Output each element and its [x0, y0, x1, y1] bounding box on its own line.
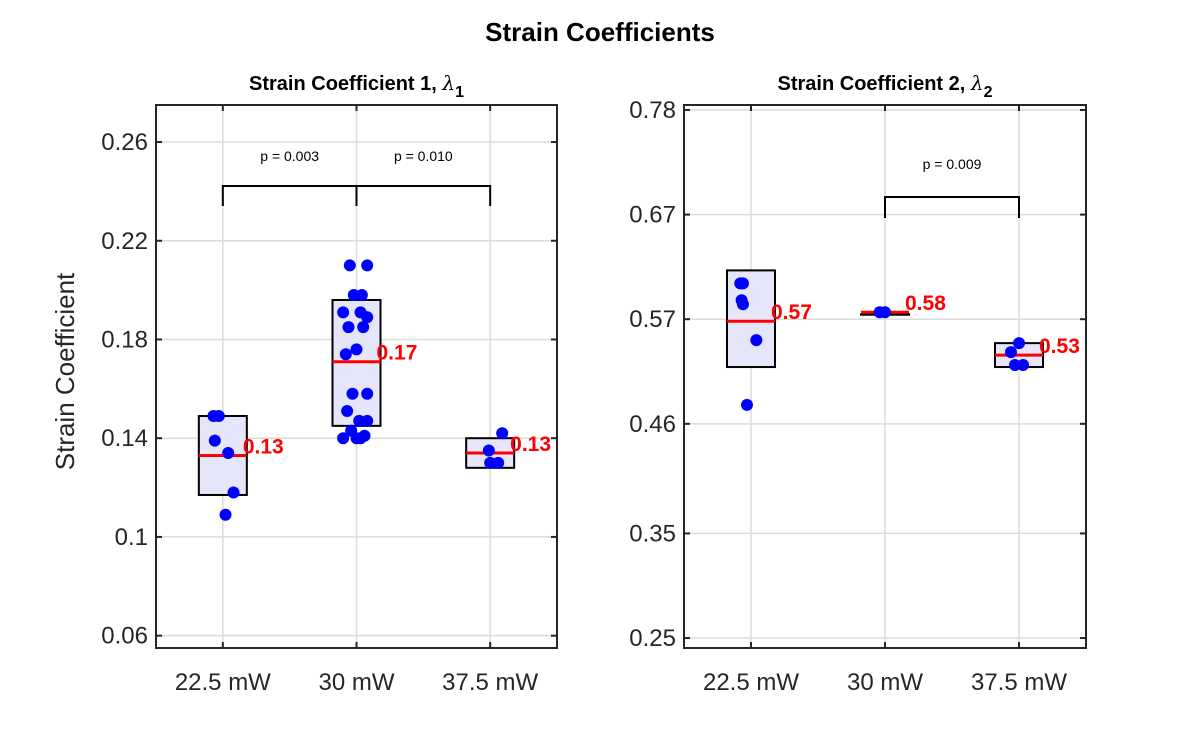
data-point: [1017, 359, 1030, 372]
lambda-subscript: 1: [455, 84, 464, 101]
subplot-title-text: Strain Coefficient 2,: [778, 73, 971, 95]
data-point: [361, 414, 374, 427]
data-point: [346, 387, 359, 400]
x-tick-label: 30 mW: [847, 669, 923, 696]
x-tick-label: 30 mW: [318, 669, 394, 696]
p-value-label: p = 0.010: [394, 148, 453, 164]
data-point: [343, 259, 356, 272]
data-point: [361, 259, 374, 272]
y-tick-label: 0.22: [101, 228, 148, 255]
data-point: [496, 427, 509, 440]
figure-title: Strain Coefficients: [485, 17, 715, 47]
data-point: [227, 486, 240, 499]
data-point: [212, 409, 225, 422]
median-label-1: 0.57: [771, 301, 812, 324]
y-tick-label: 0.46: [629, 411, 676, 438]
y-tick-label: 0.57: [629, 306, 676, 333]
data-point: [208, 434, 221, 447]
subplot-2: 0.57 0.58 0.53 p = 0.009 0.25 0.35 0.46 0.57 0.6…: [629, 71, 1087, 696]
data-point: [222, 447, 235, 460]
significance-bracket: [884, 196, 1020, 218]
data-point: [350, 343, 363, 356]
subplot-title: Strain Coefficient 2, λ2: [778, 71, 993, 101]
y-tick-label: 0.14: [101, 425, 148, 452]
y-tick-label: 0.1: [115, 524, 148, 551]
y-axis-label: Strain Coefficient: [50, 272, 80, 470]
data-point: [736, 277, 749, 290]
data-point: [341, 405, 354, 418]
median-label-3: 0.13: [510, 433, 551, 456]
median-label-1: 0.13: [243, 435, 284, 458]
p-value-label: p = 0.003: [260, 148, 319, 164]
lambda-symbol: λ: [441, 71, 455, 95]
y-tick-label: 0.25: [629, 625, 676, 652]
data-point: [740, 398, 753, 411]
data-point: [1013, 337, 1025, 350]
y-tick-label: 0.35: [629, 520, 676, 547]
x-tick-label: 37.5 mW: [971, 669, 1067, 696]
significance-bracket: [355, 185, 492, 206]
lambda-symbol: λ: [970, 71, 984, 95]
data-point: [219, 508, 232, 521]
y-tick-label: 0.18: [101, 326, 148, 353]
subplot-title: Strain Coefficient 1, λ1: [249, 71, 464, 101]
box-1: [726, 269, 776, 369]
data-point: [1004, 346, 1017, 359]
median-label-2: 0.58: [905, 292, 946, 315]
data-point: [337, 432, 350, 445]
x-tick-label: 22.5 mW: [703, 669, 799, 696]
x-tick-label: 37.5 mW: [442, 669, 538, 696]
median-label-2: 0.17: [377, 342, 418, 365]
subplot-1: 0.13 0.17 0.13 p = 0.003 p = 0.010 0.06 0.1 0.1…: [50, 71, 558, 696]
data-point: [342, 321, 355, 334]
x-tick-label: 22.5 mW: [175, 669, 271, 696]
data-point: [354, 432, 367, 445]
median-label-3: 0.53: [1039, 335, 1080, 358]
y-tick-label: 0.06: [101, 623, 148, 650]
data-point: [357, 321, 370, 334]
panels: 0.13 0.17 0.13 p = 0.003 p = 0.010 0.06 0.1 0.1…: [50, 71, 1087, 696]
p-value-label: p = 0.009: [923, 156, 982, 172]
lambda-subscript: 2: [984, 84, 993, 101]
data-point: [361, 387, 374, 400]
data-point: [482, 444, 495, 457]
y-tick-label: 0.78: [629, 97, 676, 124]
data-point: [339, 348, 352, 361]
data-point: [355, 289, 368, 302]
data-point: [337, 306, 350, 319]
y-tick-label: 0.67: [629, 202, 676, 229]
subplot-title-text: Strain Coefficient 1,: [249, 73, 442, 95]
data-point: [361, 311, 374, 324]
data-point: [492, 456, 505, 469]
data-point: [879, 306, 891, 319]
data-point: [736, 298, 749, 311]
data-point: [750, 334, 763, 347]
y-tick-label: 0.26: [101, 129, 148, 156]
